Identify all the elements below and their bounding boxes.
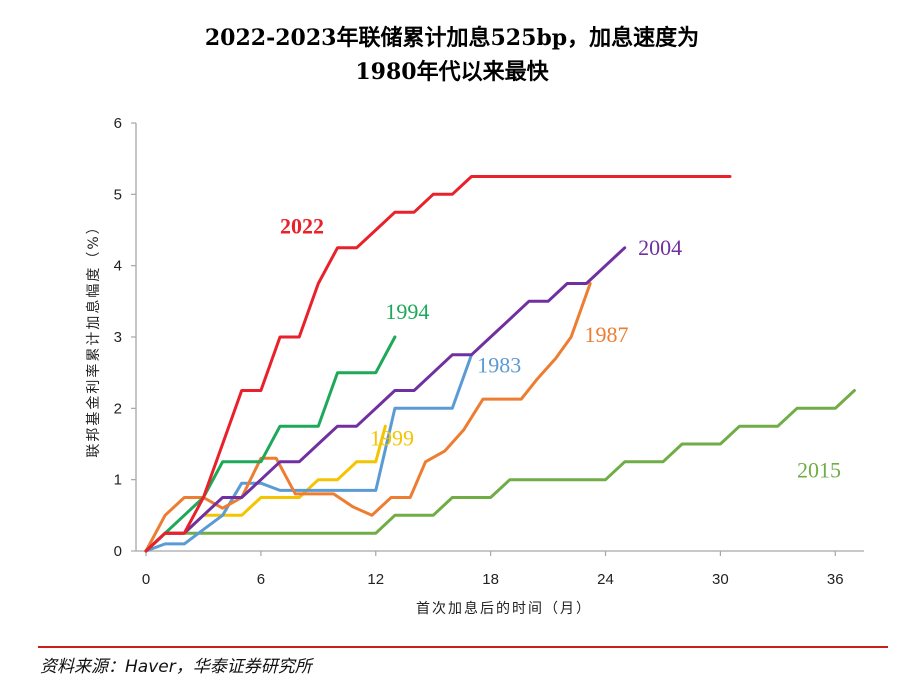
series-label-1983: 1983	[477, 353, 521, 378]
series-lines	[144, 175, 856, 553]
y-tick-label: 4	[114, 258, 122, 275]
y-tick-label: 2	[114, 400, 122, 417]
footer-divider	[38, 646, 888, 648]
series-line-2004	[144, 246, 627, 553]
x-tick-label: 18	[482, 571, 499, 588]
series-line-1994	[144, 335, 397, 553]
series-label-1999: 1999	[370, 425, 414, 450]
chart-title-line2: 1980年代以来最快	[355, 59, 549, 85]
y-tick-label: 6	[114, 115, 122, 132]
x-tick-label: 12	[367, 571, 384, 588]
source-note: 资料来源：Haver，华泰证券研究所	[40, 657, 312, 677]
y-tick-label: 0	[114, 543, 122, 560]
x-tick-label: 30	[712, 571, 729, 588]
y-tick-label: 5	[114, 186, 122, 203]
y-axis-label: 联邦基金利率累计加息幅度（%）	[85, 218, 102, 457]
series-label-1987: 1987	[584, 322, 628, 347]
series-label-1994: 1994	[385, 299, 429, 324]
series-label-2022: 2022	[280, 214, 324, 239]
series-label-2004: 2004	[638, 235, 682, 260]
series-label-2015: 2015	[797, 458, 841, 483]
series-line-1983	[144, 353, 473, 553]
series-line-2015	[144, 389, 856, 553]
x-tick-label: 6	[257, 571, 265, 588]
x-axis-label: 首次加息后的时间（月）	[416, 600, 592, 617]
y-tick-label: 1	[114, 472, 122, 489]
x-tick-label: 36	[827, 571, 844, 588]
x-tick-label: 24	[597, 571, 614, 588]
y-tick-label: 3	[114, 329, 122, 346]
x-tick-label: 0	[142, 571, 150, 588]
series-line-2022	[144, 175, 732, 553]
chart-title-line1: 2022-2023年联储累计加息525bp，加息速度为	[204, 25, 700, 51]
series-labels: 2022 2004 1994 1987 1983 1999 2015	[280, 214, 841, 483]
series-line-1987	[144, 282, 592, 553]
